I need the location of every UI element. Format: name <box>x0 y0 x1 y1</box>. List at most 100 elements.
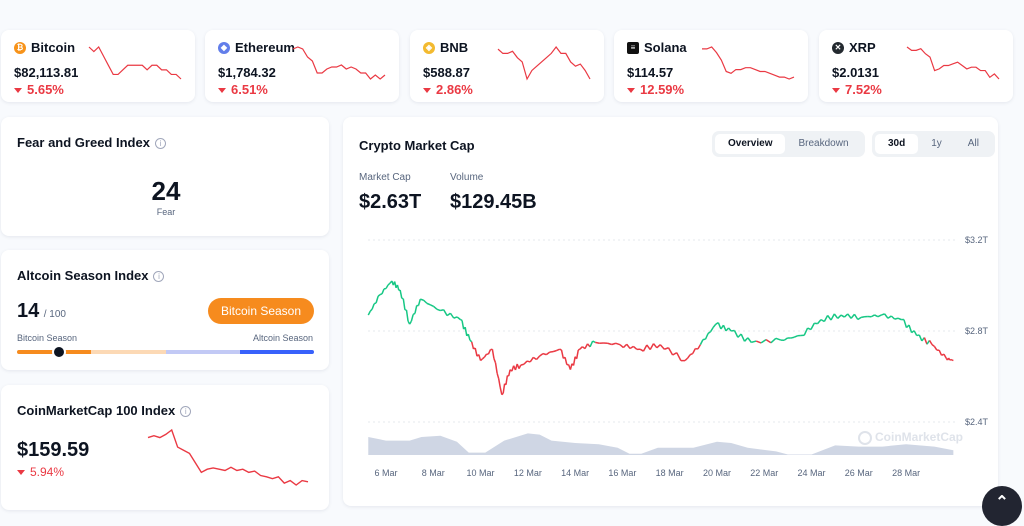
coin-card-xrp[interactable]: ✕XRP $2.0131 7.52% <box>819 30 1013 102</box>
market-cap-line-segment <box>898 318 901 319</box>
market-cap-line-segment <box>578 349 580 350</box>
market-cap-line-segment <box>410 321 412 324</box>
info-icon[interactable]: i <box>180 406 191 417</box>
market-cap-line-segment <box>462 320 464 329</box>
coin-card-ethereum[interactable]: ◆Ethereum $1,784.32 6.51% <box>205 30 399 102</box>
market-cap-line-segment <box>654 344 657 348</box>
coin-card-bitcoin[interactable]: ₿Bitcoin $82,113.81 5.65% <box>1 30 195 102</box>
market-cap-line-segment <box>434 306 437 309</box>
scroll-to-top-button[interactable]: ⌃ <box>982 486 1022 526</box>
coin-card-solana[interactable]: ≡Solana $114.57 12.59% <box>614 30 808 102</box>
coin-card-bnb[interactable]: ◈BNB $588.87 2.86% <box>410 30 604 102</box>
market-cap-line-segment <box>468 334 470 340</box>
market-cap-line-segment <box>881 314 884 315</box>
market-cap-line-segment <box>851 314 854 318</box>
x-tick-label: 28 Mar <box>892 468 920 478</box>
market-cap-line-segment <box>411 314 413 321</box>
market-cap-line-segment <box>427 303 430 304</box>
y-tick-label: $2.4T <box>965 417 989 427</box>
down-arrow-icon <box>423 88 431 93</box>
market-cap-line-segment <box>509 370 510 376</box>
market-cap-line-segment <box>460 320 462 321</box>
market-cap-line-segment <box>688 355 691 358</box>
market-cap-line-segment <box>878 315 881 317</box>
market-cap-line-segment <box>400 290 402 298</box>
bitcoin-season-label: Bitcoin Season <box>17 333 77 343</box>
market-cap-line-segment <box>419 299 421 305</box>
down-arrow-icon <box>14 88 22 93</box>
coin-name: XRP <box>849 40 876 55</box>
market-cap-line-segment <box>811 323 814 329</box>
coin-change: 5.65% <box>27 82 64 97</box>
market-cap-line-segment <box>944 354 946 358</box>
market-cap-line-segment <box>751 341 756 342</box>
market-cap-line-segment <box>574 357 576 366</box>
cmc100-sparkline <box>146 427 311 489</box>
market-cap-line-segment <box>537 356 540 360</box>
market-cap-line-segment <box>502 393 503 394</box>
market-cap-line-segment <box>612 343 616 344</box>
market-cap-line-segment <box>660 345 664 350</box>
market-cap-line-segment <box>590 341 593 347</box>
market-cap-line-segment <box>403 299 405 310</box>
market-cap-line-segment <box>497 373 499 379</box>
market-cap-line-segment <box>834 314 837 318</box>
market-cap-line-segment <box>718 323 721 329</box>
market-cap-line-segment <box>376 296 378 303</box>
market-cap-card: Crypto Market Cap Overview Breakdown 30d… <box>343 117 998 506</box>
market-cap-line-segment <box>848 314 851 318</box>
altcoin-value: 14 <box>17 300 39 322</box>
info-icon[interactable]: i <box>153 271 164 282</box>
market-cap-line-segment <box>374 303 376 304</box>
market-cap-line-segment <box>543 354 546 355</box>
solana-icon: ≡ <box>627 42 639 54</box>
market-cap-line-segment <box>831 314 834 320</box>
market-cap-line-segment <box>854 314 857 319</box>
market-cap-line-segment <box>930 340 933 344</box>
market-cap-line-segment <box>713 324 716 327</box>
market-cap-line-segment <box>706 333 709 339</box>
market-cap-line-segment <box>818 320 821 324</box>
market-cap-line-segment <box>430 305 433 307</box>
market-cap-line-segment <box>470 340 472 342</box>
market-cap-line-segment <box>457 317 460 320</box>
market-cap-line-segment <box>565 357 567 364</box>
market-cap-line-segment <box>397 285 398 290</box>
coin-change: 2.86% <box>436 82 473 97</box>
market-cap-line-segment <box>494 359 496 363</box>
market-cap-line-segment <box>485 354 487 357</box>
market-cap-line-segment <box>828 315 831 320</box>
market-cap-line-segment <box>553 351 556 352</box>
market-cap-line-segment <box>784 338 787 340</box>
market-cap-line-segment <box>560 349 562 350</box>
market-cap-line-segment <box>677 353 681 361</box>
coin-sparkline <box>86 44 186 84</box>
sparkline-line <box>293 47 385 79</box>
sparkline-line <box>702 47 794 79</box>
market-cap-line-segment <box>530 357 533 362</box>
market-cap-line-segment <box>700 340 703 345</box>
market-cap-line-segment <box>734 331 737 338</box>
market-cap-line-segment <box>521 364 524 365</box>
market-cap-line-segment <box>756 341 761 343</box>
coin-sparkline <box>699 44 799 84</box>
market-cap-line-segment <box>741 334 744 341</box>
market-cap-line-segment <box>595 342 599 343</box>
coin-sparkline <box>495 44 595 84</box>
x-tick-label: 24 Mar <box>798 468 826 478</box>
market-cap-line-segment <box>616 343 620 344</box>
market-cap-line-segment <box>761 340 766 343</box>
market-cap-line-segment <box>402 298 404 299</box>
sparkline-line <box>148 430 308 485</box>
x-tick-label: 22 Mar <box>750 468 778 478</box>
market-cap-line-segment <box>380 294 382 295</box>
down-arrow-icon <box>218 88 226 93</box>
coin-name: Solana <box>644 40 687 55</box>
sparkline-line <box>498 47 590 79</box>
market-cap-line-segment <box>771 338 776 342</box>
market-cap-line-segment <box>424 300 427 303</box>
